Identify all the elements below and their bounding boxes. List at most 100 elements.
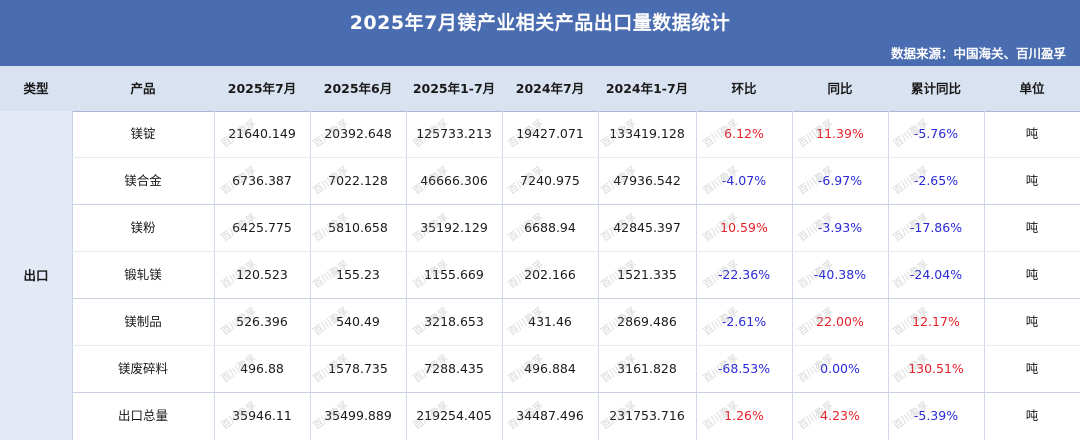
value-2025-jul: 21640.149 bbox=[228, 126, 296, 141]
value-2025-ytd: 35192.129 bbox=[420, 220, 488, 235]
value-2025-ytd: 125733.213 bbox=[416, 126, 492, 141]
value-cum-yoy: -2.65% bbox=[913, 173, 959, 188]
value-cum-yoy: -5.76% bbox=[913, 126, 959, 141]
product-cell: 镁废碎料 bbox=[117, 361, 168, 376]
table-row: 锻轧镁 120.523 155.23 1155.669 202.166 1521.335 -… bbox=[72, 252, 1080, 298]
value-cum-yoy: -17.86% bbox=[909, 220, 963, 235]
column-divider bbox=[310, 111, 311, 440]
value-2025-ytd: 46666.306 bbox=[420, 173, 488, 188]
table-row: 镁废碎料 496.88 1578.735 7288.435 496.884 3161.82… bbox=[72, 346, 1080, 392]
unit-cell: 吨 bbox=[1025, 267, 1039, 282]
column-divider bbox=[888, 111, 889, 440]
value-mom: 6.12% bbox=[724, 126, 764, 141]
table-row: 镁锭 21640.149 20392.648 125733.213 19427.071 1… bbox=[72, 111, 1080, 157]
value-mom: 1.26% bbox=[724, 408, 764, 423]
value-yoy: 4.23% bbox=[820, 408, 860, 423]
header-product: 产品 bbox=[130, 81, 156, 96]
value-2025-jul: 6736.387 bbox=[232, 173, 292, 188]
value-2025-ytd: 219254.405 bbox=[416, 408, 492, 423]
data-source: 数据来源：中国海关、百川盈孚 bbox=[890, 46, 1066, 61]
header-cum-yoy: 累计同比 bbox=[910, 81, 961, 96]
column-divider bbox=[984, 111, 985, 440]
value-2025-jul: 496.88 bbox=[240, 361, 284, 376]
value-yoy: -3.93% bbox=[817, 220, 863, 235]
value-2025-jun: 7022.128 bbox=[328, 173, 388, 188]
header-type: 类型 bbox=[23, 81, 49, 96]
value-2024-jul: 6688.94 bbox=[524, 220, 576, 235]
value-2024-ytd: 133419.128 bbox=[609, 126, 685, 141]
value-2025-jun: 1578.735 bbox=[328, 361, 388, 376]
header-2024-ytd: 2024年1-7月 bbox=[605, 81, 689, 96]
value-2024-jul: 7240.975 bbox=[520, 173, 580, 188]
value-2025-jun: 35499.889 bbox=[324, 408, 392, 423]
unit-cell: 吨 bbox=[1025, 220, 1039, 235]
row-divider bbox=[72, 204, 1080, 205]
value-mom: -4.07% bbox=[721, 173, 767, 188]
value-yoy: 0.00% bbox=[820, 361, 860, 376]
value-cum-yoy: -24.04% bbox=[909, 267, 963, 282]
value-yoy: -6.97% bbox=[817, 173, 863, 188]
value-2025-jul: 120.523 bbox=[236, 267, 288, 282]
column-divider bbox=[598, 111, 599, 440]
header-mom: 环比 bbox=[731, 81, 757, 96]
unit-cell: 吨 bbox=[1025, 408, 1039, 423]
value-2024-ytd: 3161.828 bbox=[617, 361, 677, 376]
value-2024-ytd: 2869.486 bbox=[617, 314, 677, 329]
value-2025-jun: 5810.658 bbox=[328, 220, 388, 235]
type-label: 出口 bbox=[23, 268, 49, 283]
row-divider bbox=[72, 392, 1080, 393]
value-2024-jul: 34487.496 bbox=[516, 408, 584, 423]
header-2025-jun: 2025年6月 bbox=[323, 81, 393, 96]
table-row: 镁合金 6736.387 7022.128 46666.306 7240.975 4793… bbox=[72, 158, 1080, 204]
value-2024-jul: 496.884 bbox=[524, 361, 576, 376]
row-divider bbox=[72, 157, 1080, 158]
product-cell: 镁粉 bbox=[130, 220, 156, 235]
value-mom: 10.59% bbox=[720, 220, 768, 235]
value-2024-ytd: 1521.335 bbox=[617, 267, 677, 282]
value-yoy: 22.00% bbox=[816, 314, 864, 329]
value-mom: -2.61% bbox=[721, 314, 767, 329]
header-2025-ytd: 2025年1-7月 bbox=[412, 81, 496, 96]
value-cum-yoy: -5.39% bbox=[913, 408, 959, 423]
row-divider bbox=[72, 251, 1080, 252]
value-2025-jul: 526.396 bbox=[236, 314, 288, 329]
type-cell: 出口 bbox=[0, 111, 73, 440]
value-yoy: 11.39% bbox=[816, 126, 864, 141]
value-2025-jul: 35946.11 bbox=[232, 408, 292, 423]
table-row: 镁制品 526.396 540.49 3218.653 431.46 2869.486 -2… bbox=[72, 299, 1080, 345]
value-2025-ytd: 3218.653 bbox=[424, 314, 484, 329]
header-2024-jul: 2024年7月 bbox=[515, 81, 585, 96]
value-2025-ytd: 1155.669 bbox=[424, 267, 484, 282]
unit-cell: 吨 bbox=[1025, 173, 1039, 188]
unit-cell: 吨 bbox=[1025, 126, 1039, 141]
product-cell: 锻轧镁 bbox=[124, 267, 162, 282]
table-row: 镁粉 6425.775 5810.658 35192.129 6688.94 42845.… bbox=[72, 205, 1080, 251]
column-divider bbox=[792, 111, 793, 440]
value-mom: -68.53% bbox=[717, 361, 771, 376]
value-2025-jun: 20392.648 bbox=[324, 126, 392, 141]
product-cell: 镁制品 bbox=[124, 314, 162, 329]
value-2024-ytd: 42845.397 bbox=[613, 220, 681, 235]
value-2025-jun: 540.49 bbox=[336, 314, 380, 329]
row-divider bbox=[72, 345, 1080, 346]
column-divider bbox=[214, 111, 215, 440]
value-2024-ytd: 47936.542 bbox=[613, 173, 681, 188]
row-divider bbox=[72, 298, 1080, 299]
value-2024-ytd: 231753.716 bbox=[609, 408, 685, 423]
value-cum-yoy: 12.17% bbox=[912, 314, 960, 329]
header-unit: 单位 bbox=[1019, 81, 1045, 96]
value-yoy: -40.38% bbox=[813, 267, 867, 282]
value-2024-jul: 202.166 bbox=[524, 267, 576, 282]
header-yoy: 同比 bbox=[827, 81, 853, 96]
value-2024-jul: 19427.071 bbox=[516, 126, 584, 141]
unit-cell: 吨 bbox=[1025, 361, 1039, 376]
value-2025-jun: 155.23 bbox=[336, 267, 380, 282]
value-2025-jul: 6425.775 bbox=[232, 220, 292, 235]
product-cell: 出口总量 bbox=[117, 408, 168, 423]
header-2025-jul: 2025年7月 bbox=[227, 81, 297, 96]
product-cell: 镁锭 bbox=[130, 126, 156, 141]
value-cum-yoy: 130.51% bbox=[908, 361, 964, 376]
value-mom: -22.36% bbox=[717, 267, 771, 282]
column-divider bbox=[502, 111, 503, 440]
table-row: 出口总量 35946.11 35499.889 219254.405 34487.496… bbox=[72, 393, 1080, 439]
